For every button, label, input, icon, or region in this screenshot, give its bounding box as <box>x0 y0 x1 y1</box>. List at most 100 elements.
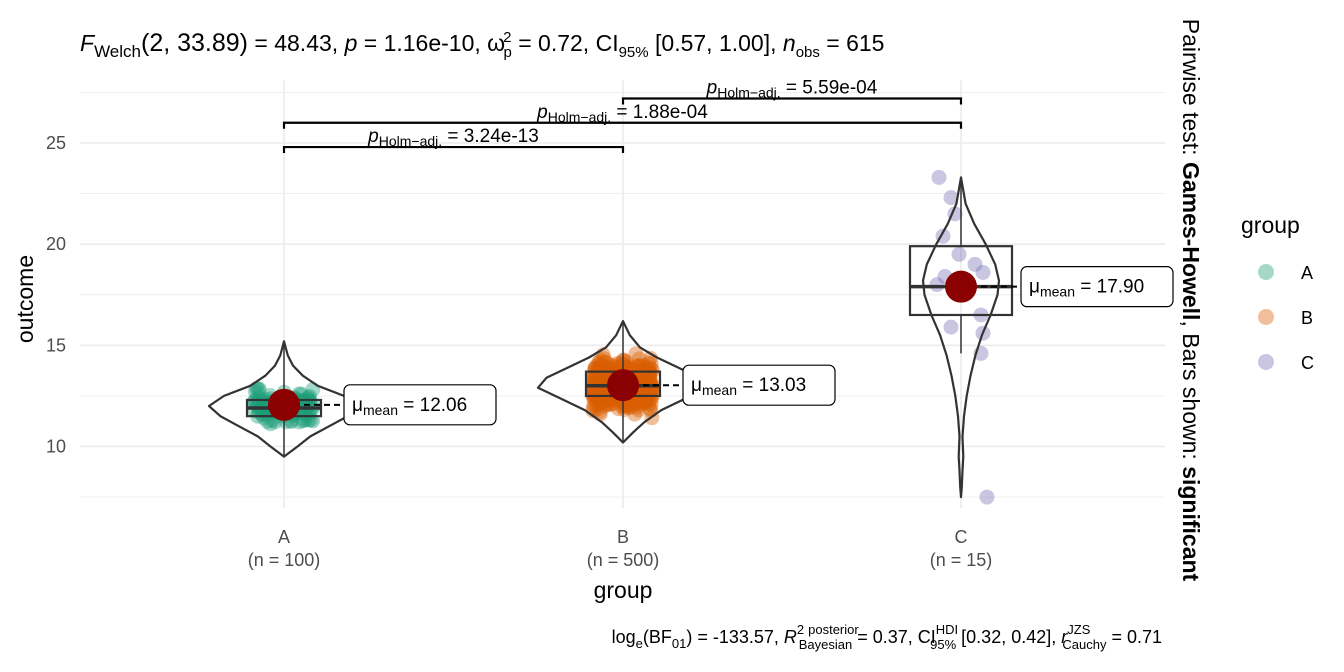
data-point <box>975 264 991 280</box>
data-point <box>631 402 647 418</box>
data-point <box>251 394 267 410</box>
data-point <box>618 354 634 370</box>
data-point <box>943 190 959 206</box>
data-point <box>591 370 607 386</box>
data-point <box>631 351 647 367</box>
data-point <box>635 365 651 381</box>
data-point <box>589 401 605 417</box>
data-point <box>595 395 611 411</box>
data-point <box>247 384 263 400</box>
data-point <box>645 387 661 403</box>
legend-title: group <box>1241 212 1300 238</box>
data-point <box>590 370 606 386</box>
data-point <box>597 355 613 371</box>
data-point <box>630 393 646 409</box>
data-point <box>594 385 610 401</box>
data-point <box>636 357 652 373</box>
data-point <box>643 387 659 403</box>
data-point <box>614 398 630 414</box>
data-point <box>594 390 610 406</box>
data-point <box>588 359 604 375</box>
data-point <box>627 406 643 422</box>
data-point <box>931 169 947 185</box>
data-point <box>638 393 654 409</box>
data-point <box>585 390 601 406</box>
data-point <box>638 386 654 402</box>
data-point <box>597 366 613 382</box>
data-point <box>979 489 995 505</box>
pairwise-subtitle: Pairwise test: Games-Howell, Bars shown:… <box>1178 19 1204 582</box>
data-point <box>604 357 620 373</box>
chart-caption: loge(BF01) = -133.57, R2 posterior Bayesia… <box>612 622 1162 652</box>
pairwise-bar <box>621 97 963 105</box>
data-point <box>594 366 610 382</box>
data-point <box>255 407 271 423</box>
data-point <box>590 371 606 387</box>
data-point <box>639 370 655 386</box>
groups: μmean = 12.06 μmean = 13.03 μmean = 17.90 <box>207 169 1174 505</box>
data-point <box>586 386 602 402</box>
data-point <box>643 350 659 366</box>
x-tick-label: A <box>278 527 290 547</box>
mean-label-box <box>343 384 497 426</box>
pairwise-label: pHolm−adj. = 3.24e-13 <box>367 126 539 149</box>
data-point <box>586 385 602 401</box>
data-point <box>637 362 653 378</box>
data-point <box>592 359 608 375</box>
data-point <box>636 365 652 381</box>
data-point <box>260 414 276 430</box>
x-tick-count: (n = 15) <box>930 550 993 570</box>
data-point <box>638 369 654 385</box>
data-point <box>291 414 307 430</box>
data-point <box>251 381 267 397</box>
mean-label-box <box>682 364 836 406</box>
data-point <box>592 404 608 420</box>
group-a: μmean = 12.06 <box>207 340 497 458</box>
y-tick-label: 25 <box>46 133 66 153</box>
data-point <box>967 256 983 272</box>
data-point <box>642 365 658 381</box>
data-point <box>642 401 658 417</box>
data-point <box>609 356 625 372</box>
data-point <box>596 398 612 414</box>
data-point <box>590 362 606 378</box>
mean-label: μmean = 13.03 <box>691 375 806 398</box>
data-point <box>634 366 650 382</box>
legend-label-b: B <box>1301 308 1313 328</box>
data-point <box>585 399 601 415</box>
data-point <box>589 397 605 413</box>
data-point <box>638 395 654 411</box>
data-point <box>617 399 633 415</box>
data-point <box>641 396 657 412</box>
data-point <box>643 396 659 412</box>
data-point <box>594 365 610 381</box>
mean-label: μmean = 12.06 <box>352 395 467 418</box>
x-axis: A (n = 100) B (n = 500) C (n = 15) <box>248 527 993 570</box>
data-point <box>251 381 267 397</box>
data-point <box>586 397 602 413</box>
data-point <box>586 369 602 385</box>
data-point <box>592 352 608 368</box>
data-point <box>639 386 655 402</box>
data-point <box>622 399 638 415</box>
x-tick-label: C <box>955 527 968 547</box>
data-point <box>592 395 608 411</box>
data-point <box>589 390 605 406</box>
data-point <box>251 390 267 406</box>
data-point <box>598 389 614 405</box>
legend-key-b <box>1258 309 1274 325</box>
data-point <box>301 407 317 423</box>
mean-point <box>945 270 977 303</box>
data-point <box>256 410 272 426</box>
data-point <box>592 376 608 392</box>
data-point <box>620 397 636 413</box>
x-tick-count: (n = 100) <box>248 550 321 570</box>
x-axis-label: group <box>594 577 653 603</box>
mean-point <box>607 369 639 402</box>
data-point <box>587 372 603 388</box>
legend-label-c: C <box>1301 353 1314 373</box>
data-point <box>596 351 612 367</box>
data-point <box>263 416 279 432</box>
x-tick-count: (n = 500) <box>587 550 660 570</box>
